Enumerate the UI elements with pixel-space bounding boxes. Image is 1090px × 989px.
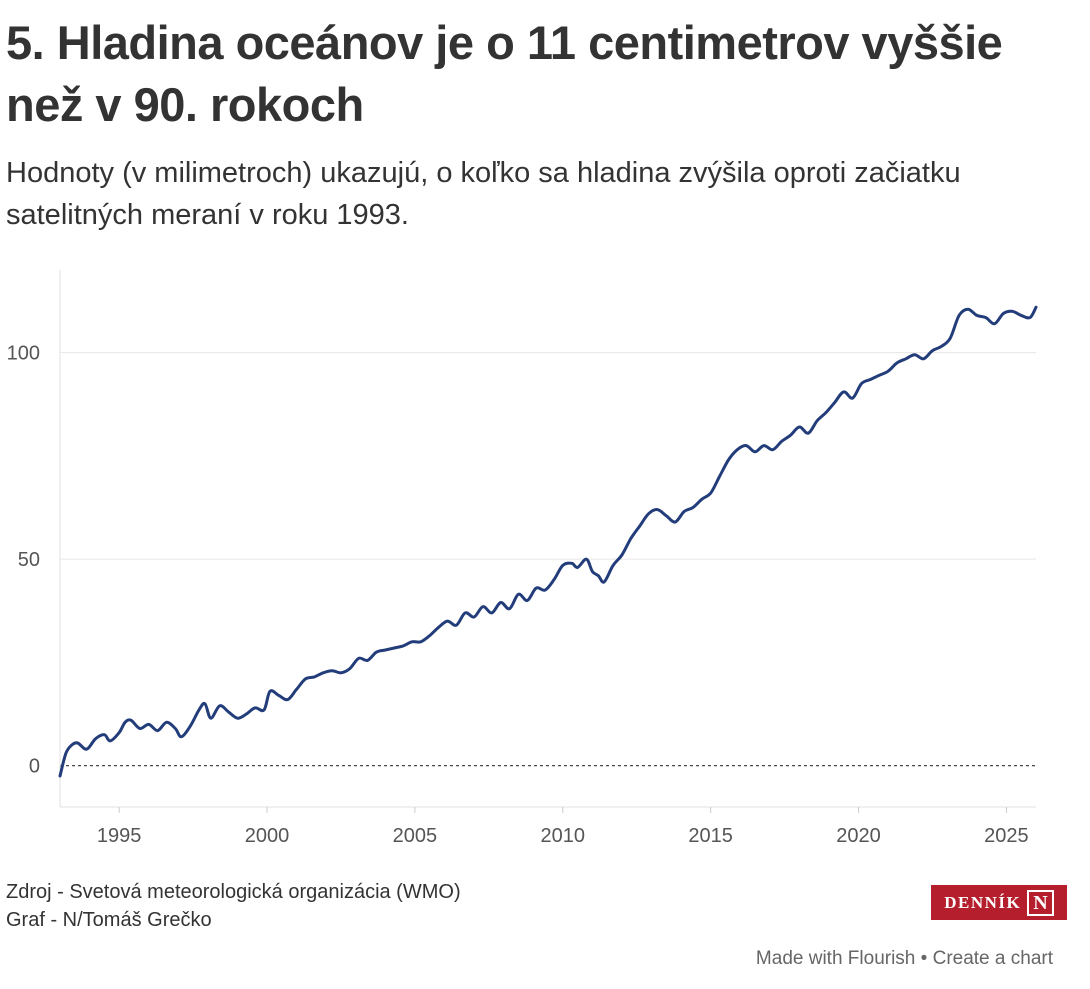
axes: 0 50 100 1995 2000 2005 2010 2015 2020 2025 bbox=[7, 270, 1036, 847]
y-tick-label: 0 bbox=[29, 756, 40, 778]
line-chart: 0 50 100 1995 2000 2005 2010 2015 2020 2025 bbox=[7, 270, 1038, 847]
x-tick-label: 2000 bbox=[245, 825, 290, 847]
logo-n-icon: N bbox=[1027, 889, 1054, 916]
x-tick-label: 2005 bbox=[393, 825, 438, 847]
series-layer bbox=[58, 305, 1038, 778]
source-block: Zdroj - Svetová meteorologická organizác… bbox=[6, 878, 461, 934]
x-tick-label: 2025 bbox=[984, 825, 1029, 847]
logo-wordmark: DENNÍK bbox=[944, 892, 1022, 912]
x-tick-label: 2020 bbox=[836, 825, 881, 847]
gridlines bbox=[60, 352, 1036, 767]
x-tick-label: 2010 bbox=[541, 825, 586, 847]
credit-separator: • bbox=[920, 948, 928, 969]
chart-subtitle: Hodnoty (v milimetroch) ukazujú, o koľko… bbox=[6, 157, 961, 231]
author-text: Graf - N/Tomáš Grečko bbox=[6, 909, 212, 931]
flourish-credit: Made with Flourish • Create a chart bbox=[756, 948, 1053, 970]
x-tick-label: 1995 bbox=[97, 825, 142, 847]
dennik-n-logo[interactable]: DENNÍK N bbox=[931, 885, 1067, 920]
x-tick-label: 2015 bbox=[688, 825, 733, 847]
made-with-flourish-link[interactable]: Made with Flourish bbox=[755, 948, 916, 969]
y-tick-label: 50 bbox=[18, 549, 40, 571]
source-text: Zdroj - Svetová meteorologická organizác… bbox=[6, 881, 461, 903]
create-chart-link[interactable]: Create a chart bbox=[932, 948, 1053, 969]
y-tick-label: 100 bbox=[7, 343, 40, 365]
sea-level-line bbox=[58, 305, 1038, 778]
chart-title: 5. Hladina oceánov je o 11 centimetrov v… bbox=[6, 16, 1003, 131]
